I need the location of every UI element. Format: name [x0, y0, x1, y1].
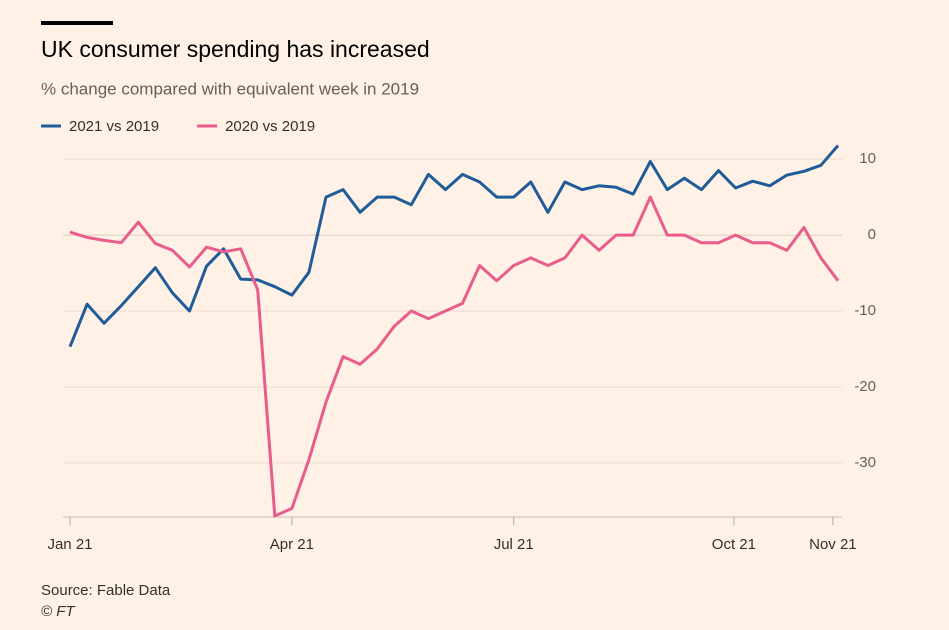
- x-tick-label: Oct 21: [712, 536, 756, 553]
- chart-title: UK consumer spending has increased: [41, 36, 430, 62]
- y-tick-label: 10: [859, 150, 876, 167]
- legend-label: 2021 vs 2019: [69, 118, 159, 135]
- chart-subtitle: % change compared with equivalent week i…: [41, 79, 419, 98]
- x-tick-label: Apr 21: [270, 536, 314, 553]
- series-line: [68, 144, 840, 348]
- x-tick-label: Jan 21: [47, 536, 92, 553]
- plot: [68, 144, 840, 518]
- y-tick-label: -20: [854, 378, 876, 395]
- y-tick-label: 0: [868, 226, 876, 243]
- source: Source: Fable Data: [41, 582, 171, 599]
- credit: © FT: [41, 603, 76, 620]
- x-tick-label: Jul 21: [494, 536, 534, 553]
- y-tick-label: -10: [854, 302, 876, 319]
- header-bar: [41, 21, 113, 25]
- x-tick-label: Nov 21: [809, 536, 857, 553]
- series-line: [69, 195, 840, 518]
- y-tick-label: -30: [854, 454, 876, 471]
- legend-label: 2020 vs 2019: [225, 118, 315, 135]
- grid: [63, 158, 842, 525]
